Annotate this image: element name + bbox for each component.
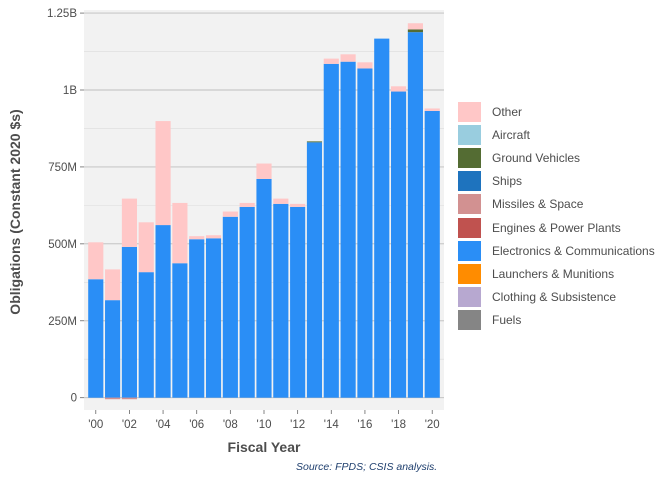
bar-electronics-communications-2011: [273, 203, 289, 398]
bar-electronics-communications-2014: [323, 63, 339, 398]
bar-other-2007: [205, 235, 222, 239]
y-tick-label: 250M: [48, 316, 77, 328]
bar-electronics-communications-2003: [138, 272, 154, 398]
legend-item-electronics-communications: Electronics & Communications: [458, 239, 655, 262]
x-tick-label: '02: [122, 419, 137, 431]
y-tick-label: 500M: [48, 239, 77, 251]
bar-electronics-communications-2004: [155, 225, 171, 398]
bar-other-2004: [155, 121, 171, 226]
y-tick-label: 1.25B: [47, 8, 77, 20]
bar-electronics-communications-2018: [391, 91, 407, 398]
legend-item-clothing-subsistence: Clothing & Subsistence: [458, 286, 655, 309]
chart-legend: Other Aircraft Ground Vehicles Ships Missile…: [458, 100, 655, 332]
bar-negative-2002: [121, 397, 137, 400]
y-tick-label: 1B: [63, 85, 77, 97]
legend-item-aircraft: Aircraft: [458, 123, 655, 146]
legend-item-missiles-space: Missiles & Space: [458, 193, 655, 216]
bar-electronics-communications-2007: [205, 238, 222, 398]
bar-electronics-communications-2006: [189, 239, 205, 398]
bar-ground-vehicles-2013: [306, 141, 323, 143]
legend-item-ground-vehicles: Ground Vehicles: [458, 146, 655, 169]
bar-electronics-communications-2012: [290, 206, 306, 398]
x-axis: '00 '02 '04 '06 '08 '10 '12 '14 '16 '18 '20: [88, 410, 440, 431]
legend-item-engines-power-plants: Engines & Power Plants: [458, 216, 655, 239]
bar-other-2006: [189, 236, 205, 240]
bar-other-2015: [340, 54, 356, 62]
y-tick-label: 0: [71, 393, 77, 405]
bar-electronics-communications-2010: [256, 178, 272, 398]
bar-other-2002: [121, 198, 137, 247]
bar-other-2014: [323, 58, 339, 64]
legend-label: Fuels: [492, 313, 522, 328]
legend-swatch: [458, 171, 481, 192]
legend-label: Other: [492, 104, 523, 119]
legend-item-launchers-munitions: Launchers & Munitions: [458, 262, 655, 285]
legend-swatch: [458, 124, 481, 145]
legend-swatch: [458, 101, 481, 122]
bar-other-2005: [172, 202, 188, 264]
legend-item-ships: Ships: [458, 170, 655, 193]
y-axis-title: Obligations (Constant 2020 $s): [7, 109, 23, 314]
x-tick-label: '20: [425, 419, 440, 431]
source-note: Source: FPDS; CSIS analysis.: [296, 461, 438, 473]
legend-label: Engines & Power Plants: [492, 220, 621, 235]
bar-electronics-communications-2020: [424, 110, 440, 398]
bar-other-2018: [391, 86, 407, 92]
bar-electronics-communications-2008: [222, 216, 238, 398]
legend-label: Clothing & Subsistence: [492, 290, 617, 305]
bar-other-2009: [239, 202, 255, 207]
bar-electronics-communications-2002: [121, 246, 137, 398]
x-tick-label: '00: [88, 419, 103, 431]
bar-other-2000: [88, 242, 104, 280]
bar-other-2016: [357, 62, 373, 69]
bar-electronics-communications-2017: [374, 38, 390, 398]
bar-electronics-communications-2019: [407, 32, 423, 398]
bar-negative-2001: [105, 397, 121, 400]
legend-item-fuels: Fuels: [458, 309, 655, 332]
x-tick-label: '08: [223, 419, 238, 431]
y-axis: 0 250M 500M 750M 1B 1.25B: [47, 8, 84, 405]
bar-other-2001: [105, 269, 121, 301]
legend-swatch: [458, 240, 481, 261]
legend-label: Ships: [492, 174, 523, 189]
legend-label: Ground Vehicles: [492, 150, 581, 165]
bar-series: [88, 23, 440, 400]
bar-electronics-communications-2013: [306, 142, 323, 398]
legend-swatch: [458, 287, 481, 308]
legend-swatch: [458, 194, 481, 215]
bar-other-2011: [273, 198, 289, 204]
bar-other-2010: [256, 163, 272, 179]
x-tick-label: '14: [324, 419, 340, 431]
legend-label: Electronics & Communications: [492, 243, 655, 258]
x-tick-label: '10: [257, 419, 272, 431]
bar-other-2019: [407, 23, 423, 30]
legend-label: Launchers & Munitions: [492, 266, 615, 281]
bar-electronics-communications-2015: [340, 61, 356, 398]
bar-ground-vehicles-2019: [407, 29, 423, 33]
legend-swatch: [458, 310, 481, 331]
bar-other-2012: [290, 203, 306, 207]
bar-electronics-communications-2005: [172, 263, 188, 398]
bar-electronics-communications-2016: [357, 68, 373, 398]
legend-label: Missiles & Space: [492, 197, 584, 212]
x-tick-label: '12: [290, 419, 305, 431]
x-axis-title: Fiscal Year: [228, 439, 301, 455]
bar-electronics-communications-2000: [88, 279, 104, 398]
bar-other-2003: [138, 222, 154, 273]
y-tick-label: 750M: [48, 162, 77, 174]
bar-electronics-communications-2009: [239, 206, 255, 398]
bar-electronics-communications-2001: [105, 300, 121, 398]
legend-swatch: [458, 217, 481, 238]
bar-other-2008: [222, 211, 238, 217]
legend-swatch: [458, 147, 481, 168]
x-tick-label: '16: [357, 419, 372, 431]
x-tick-label: '18: [391, 419, 406, 431]
x-tick-label: '06: [189, 419, 204, 431]
x-tick-label: '04: [156, 419, 172, 431]
legend-item-other: Other: [458, 100, 655, 123]
legend-label: Aircraft: [492, 127, 531, 142]
legend-swatch: [458, 263, 481, 284]
bar-other-2020: [424, 108, 440, 111]
